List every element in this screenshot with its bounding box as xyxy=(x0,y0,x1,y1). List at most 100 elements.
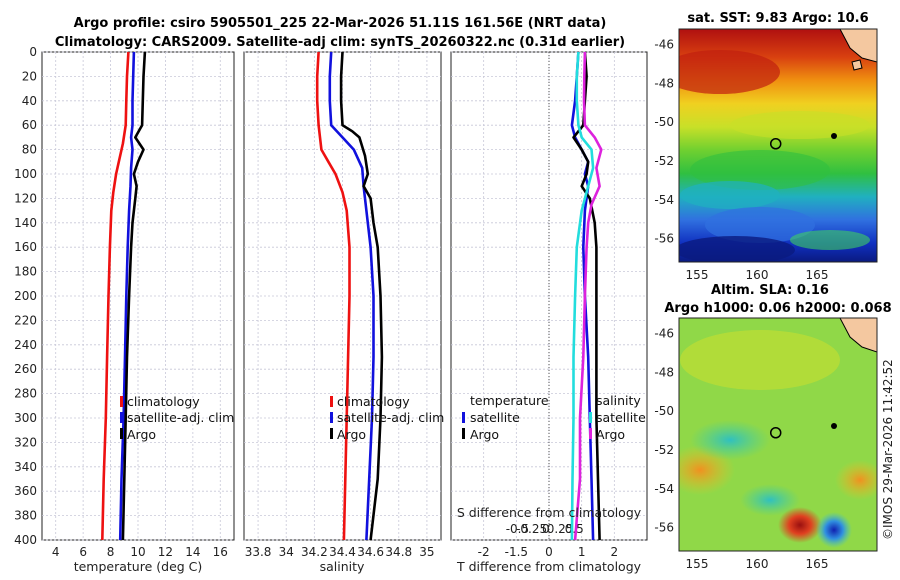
depth-tick-label: 260 xyxy=(14,362,37,376)
sla-cyan-patch xyxy=(690,420,770,460)
sst-map-panel: sat. SST: 9.83 Argo: 10.6 155 160 165 -46-… xyxy=(654,11,878,282)
legend-label-climatology: climatology xyxy=(127,394,200,409)
temperature-lines xyxy=(101,51,147,541)
depth-tick-label: 400 xyxy=(14,533,37,547)
x-tick-label: 10 xyxy=(130,545,145,559)
depth-tick-label: 140 xyxy=(14,216,37,230)
x-tick-label: 33.8 xyxy=(245,545,272,559)
lon-tick-label: 155 xyxy=(686,557,709,571)
legend-title-salinity: salinity xyxy=(596,393,641,408)
x-tick-label: 34.2 xyxy=(301,545,328,559)
sla-blue-eddy xyxy=(816,512,852,548)
depth-tick-label: 340 xyxy=(14,460,37,474)
difference-tick-labels: -2 -1.5 0 1 2 xyxy=(478,545,618,559)
salinity-legend: climatology satellite-adj. clim Argo xyxy=(330,394,444,442)
lat-tick-label: -52 xyxy=(654,154,674,168)
series-line-satellite-adj-clim xyxy=(118,51,136,541)
lon-tick-label: 160 xyxy=(746,268,769,282)
depth-tick-label: 180 xyxy=(14,265,37,279)
lat-tick-label: -48 xyxy=(654,76,674,90)
legend-label-satellite: satellite-adj. clim xyxy=(337,410,444,425)
sla-map-subtitle: Argo h1000: 0.06 h2000: 0.068 xyxy=(664,301,891,316)
x-tick-label: 12 xyxy=(158,545,173,559)
legend-label-satellite: satellite-adj. clim xyxy=(127,410,234,425)
depth-tick-label: 20 xyxy=(22,69,37,83)
series-line-climatology xyxy=(101,51,130,541)
difference-legend-temperature: temperature satellite Argo xyxy=(462,393,549,442)
s-tick-label: 0.5 xyxy=(565,522,584,536)
sla-cyan-south xyxy=(740,484,800,516)
temperature-axis-label: temperature (deg C) xyxy=(74,559,203,574)
x-tick-label: 1 xyxy=(578,545,586,559)
x-tick-label: 35 xyxy=(419,545,434,559)
lon-tick-label: 165 xyxy=(806,268,829,282)
x-tick-label: 34.6 xyxy=(357,545,384,559)
lat-tick-label: -48 xyxy=(654,365,674,379)
temperature-tick-labels: 4 6 8 10 12 14 16 xyxy=(52,545,228,559)
x-tick-label: 14 xyxy=(185,545,200,559)
sst-lat-tick-labels: -46 -48 -50 -52 -54 -56 xyxy=(654,38,674,246)
legend-swatch-climatology xyxy=(120,396,123,407)
lon-tick-label: 160 xyxy=(746,557,769,571)
sst-blue-patch xyxy=(705,207,815,243)
lat-tick-label: -56 xyxy=(654,521,674,535)
lat-tick-label: -46 xyxy=(654,38,674,52)
lat-tick-label: -56 xyxy=(654,232,674,246)
depth-tick-label: 240 xyxy=(14,338,37,352)
s-tick-label: -0.5 xyxy=(506,522,529,536)
s-tick-label: 0.25 xyxy=(547,522,574,536)
s-tick-label: 0 xyxy=(542,522,550,536)
lat-tick-label: -54 xyxy=(654,193,674,207)
depth-tick-label: 280 xyxy=(14,387,37,401)
series-line-s-argo xyxy=(573,51,603,541)
legend-swatch-s-satellite xyxy=(589,412,592,423)
legend-swatch-satellite xyxy=(330,412,333,423)
sst-map-frame xyxy=(678,28,878,263)
x-tick-label: 8 xyxy=(107,545,115,559)
depth-tick-label: 100 xyxy=(14,167,37,181)
salinity-profile-panel: 33.8 34 34.2 34.4 34.6 34.8 35 salinity climat… xyxy=(243,51,444,574)
temperature-profile-panel: 0 20 40 60 80 100 120 140 160 180 200 220 240 260 280 3… xyxy=(14,45,235,574)
legend-swatch-t-satellite xyxy=(462,412,465,423)
x-tick-label: 16 xyxy=(213,545,228,559)
imos-credit: ©IMOS 29-Mar-2026 11:42:52 xyxy=(881,359,895,540)
sst-cyan-patch xyxy=(680,181,780,209)
legend-label-climatology: climatology xyxy=(337,394,410,409)
sla-map-title: Altim. SLA: 0.16 xyxy=(711,283,829,298)
lat-tick-label: -50 xyxy=(654,404,674,418)
sla-orange-east xyxy=(835,460,877,500)
sla-map-frame xyxy=(678,317,878,552)
depth-tick-label: 120 xyxy=(14,191,37,205)
legend-swatch-s-argo xyxy=(589,428,592,439)
sst-lon-tick-labels: 155 160 165 xyxy=(686,268,829,282)
legend-label-t-argo: Argo xyxy=(470,427,499,442)
s-tick-label: -0.25 xyxy=(516,522,547,536)
salinity-axis-label: salinity xyxy=(320,559,365,574)
auckland-islands xyxy=(831,133,837,139)
x-tick-label: 34.4 xyxy=(329,545,356,559)
sst-band xyxy=(730,111,870,139)
depth-tick-label: 220 xyxy=(14,313,37,327)
auckland-islands xyxy=(831,423,837,429)
legend-swatch-climatology xyxy=(330,396,333,407)
lat-tick-label: -46 xyxy=(654,327,674,341)
sla-lat-tick-labels: -46 -48 -50 -52 -54 -56 xyxy=(654,327,674,535)
series-line-t-satellite xyxy=(570,51,595,541)
legend-swatch-argo xyxy=(330,428,333,439)
legend-swatch-argo xyxy=(120,428,123,439)
x-tick-label: -2 xyxy=(478,545,490,559)
legend-label-t-satellite: satellite xyxy=(470,410,520,425)
x-tick-label: 0 xyxy=(545,545,553,559)
salinity-gridlines xyxy=(244,51,441,541)
lat-tick-label: -50 xyxy=(654,115,674,129)
sla-red-eddy xyxy=(778,507,822,543)
temperature-gridlines xyxy=(42,51,234,541)
lat-tick-label: -54 xyxy=(654,482,674,496)
lon-tick-label: 165 xyxy=(806,557,829,571)
depth-tick-label: 60 xyxy=(22,118,37,132)
difference-legend-salinity: salinity satellite Argo xyxy=(589,393,646,442)
x-tick-label: 6 xyxy=(79,545,87,559)
